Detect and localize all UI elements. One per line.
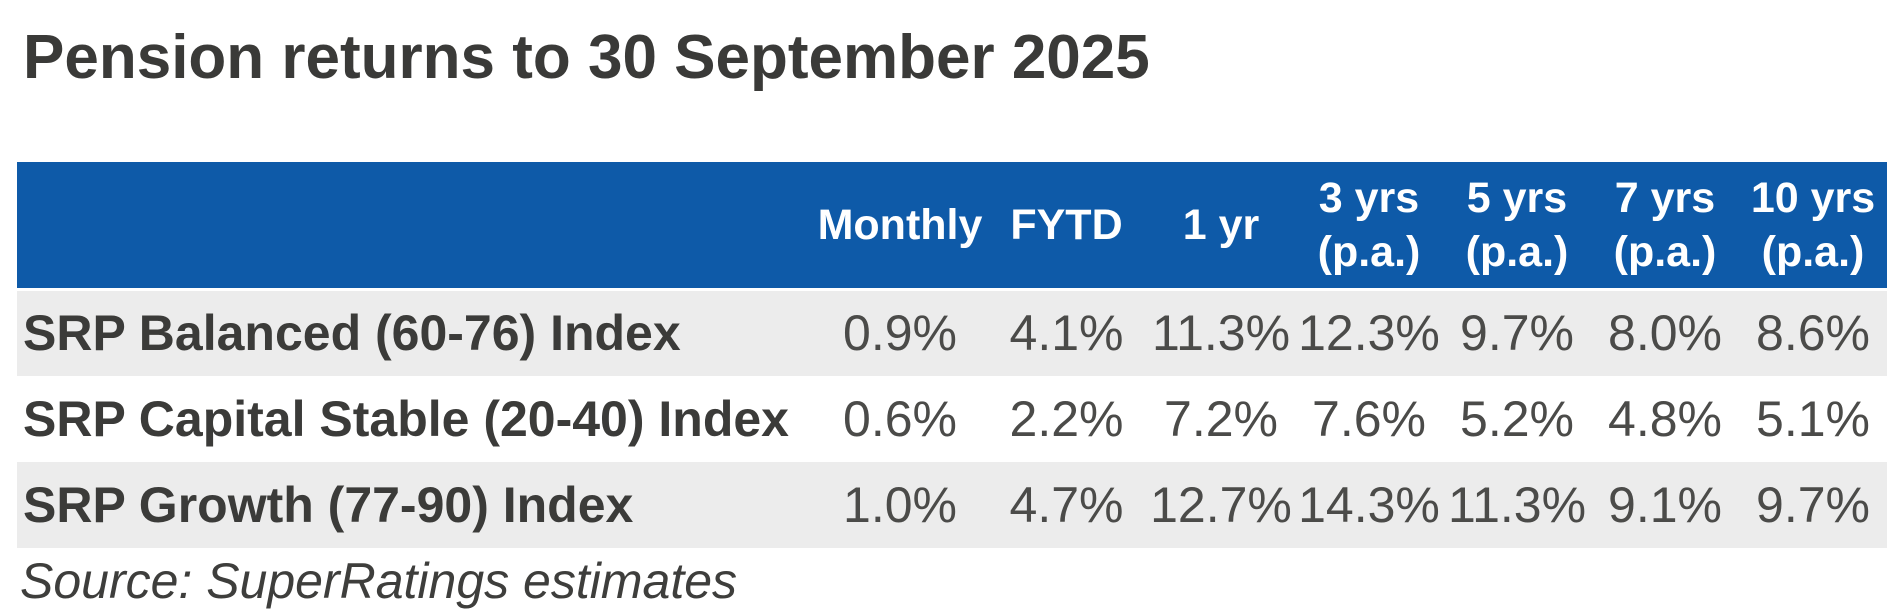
table-row-growth: SRP Growth (77-90) Index 1.0% 4.7% 12.7%… [17, 461, 1887, 548]
column-header-label: Monthly [817, 201, 983, 249]
value-cell: 4.1% [986, 289, 1147, 376]
value-cell: 9.7% [1443, 289, 1591, 376]
value-cell: 8.6% [1739, 289, 1887, 376]
column-header-7yrs: 7 yrs (p.a.) [1591, 162, 1739, 291]
row-label: SRP Capital Stable (20-40) Index [17, 375, 814, 462]
column-header-label: 1 yr [1182, 201, 1260, 249]
column-header-sublabel: (p.a.) [1613, 228, 1717, 276]
column-header-sublabel: (p.a.) [1761, 228, 1865, 276]
column-header-label: FYTD [1010, 201, 1123, 249]
value-cell: 4.8% [1591, 375, 1739, 462]
column-header-label: 10 yrs [1750, 174, 1876, 222]
value-cell: 5.1% [1739, 375, 1887, 462]
column-header-1yr: 1 yr [1147, 162, 1295, 291]
column-header-fytd: FYTD [986, 162, 1147, 291]
column-header-label: 5 yrs [1466, 174, 1568, 222]
value-cell: 7.6% [1295, 375, 1443, 462]
row-label: SRP Growth (77-90) Index [17, 461, 814, 548]
value-cell: 0.6% [814, 375, 986, 462]
value-cell: 9.7% [1739, 461, 1887, 548]
value-cell: 1.0% [814, 461, 986, 548]
column-header-label: 7 yrs [1614, 174, 1716, 222]
row-label: SRP Balanced (60-76) Index [17, 289, 814, 376]
column-header-sublabel: (p.a.) [1317, 228, 1421, 276]
value-cell: 0.9% [814, 289, 986, 376]
value-cell: 9.1% [1591, 461, 1739, 548]
value-cell: 11.3% [1147, 289, 1295, 376]
column-header-10yrs: 10 yrs (p.a.) [1739, 162, 1887, 291]
value-cell: 8.0% [1591, 289, 1739, 376]
table-header-row: Monthly FYTD 1 yr [17, 162, 1887, 291]
value-cell: 7.2% [1147, 375, 1295, 462]
value-cell: 2.2% [986, 375, 1147, 462]
value-cell: 11.3% [1443, 461, 1591, 548]
value-cell: 12.3% [1295, 289, 1443, 376]
column-header-blank [17, 162, 814, 291]
table-row-capital-stable: SRP Capital Stable (20-40) Index 0.6% 2.… [17, 375, 1887, 462]
value-cell: 5.2% [1443, 375, 1591, 462]
column-header-label: 3 yrs [1318, 174, 1420, 222]
column-header-5yrs: 5 yrs (p.a.) [1443, 162, 1591, 291]
returns-table: Monthly FYTD 1 yr [17, 162, 1887, 548]
table-row-balanced: SRP Balanced (60-76) Index 0.9% 4.1% 11.… [17, 289, 1887, 376]
column-header-monthly: Monthly [814, 162, 986, 291]
source-note: Source: SuperRatings estimates [20, 552, 738, 609]
value-cell: 14.3% [1295, 461, 1443, 548]
column-header-3yrs: 3 yrs (p.a.) [1295, 162, 1443, 291]
page-title: Pension returns to 30 September 2025 [23, 23, 1150, 92]
value-cell: 12.7% [1147, 461, 1295, 548]
column-header-sublabel: (p.a.) [1465, 228, 1569, 276]
value-cell: 4.7% [986, 461, 1147, 548]
